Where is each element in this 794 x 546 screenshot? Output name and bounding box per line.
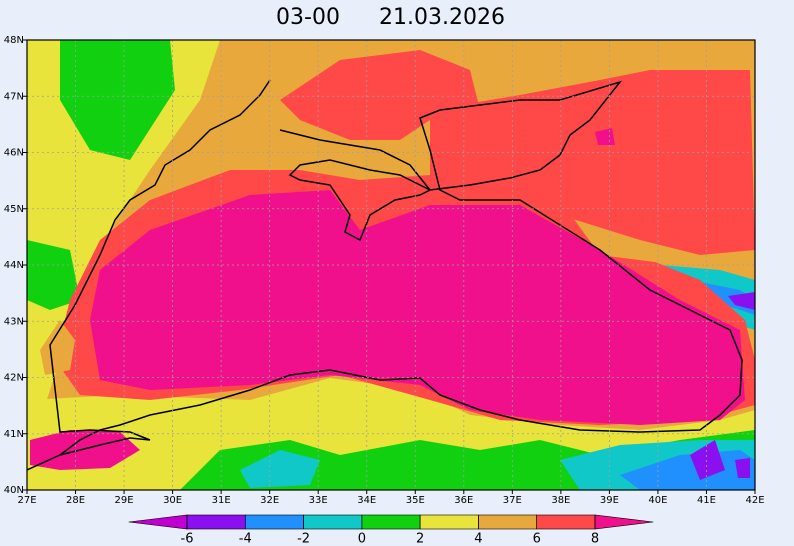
lon-label: 30E (163, 495, 182, 506)
coastline (27, 79, 743, 471)
lon-label: 38E (551, 495, 570, 506)
lat-label: 46N (4, 148, 24, 159)
lon-label: 29E (115, 495, 134, 506)
colorbar-label: 6 (533, 532, 541, 546)
lon-label: 41E (697, 495, 716, 506)
lon-label: 40E (648, 495, 667, 506)
lon-label: 31E (212, 495, 231, 506)
colorbar-label: -4 (239, 532, 252, 546)
field-green-w (27, 240, 80, 310)
lat-label: 40N (4, 485, 24, 496)
colorbar-label: 0 (358, 532, 366, 546)
field-purple-south (690, 440, 750, 480)
title-time: 03-00 (276, 5, 340, 30)
colorbar-bin (186, 514, 246, 530)
lat-label: 47N (4, 91, 24, 102)
field-green-nw (60, 40, 175, 160)
colorbar-bin (244, 514, 304, 530)
colorbar-bin (478, 514, 538, 530)
lat-label: 44N (4, 260, 24, 271)
colorbar-bin (303, 514, 363, 530)
colorbar-label: 2 (416, 532, 424, 546)
colorbar-label: -2 (297, 532, 310, 546)
colorbar-bin (419, 514, 479, 530)
colorbar-bin (536, 514, 596, 530)
lat-label: 43N (4, 316, 24, 327)
field-magenta-azov (595, 128, 615, 145)
lon-label: 42E (745, 495, 764, 506)
lon-label: 34E (357, 495, 376, 506)
colorbar-label: 4 (474, 532, 482, 546)
field-magenta-sea (90, 190, 745, 425)
lat-label: 42N (4, 373, 24, 384)
field (27, 40, 755, 490)
lat-label: 48N (4, 35, 24, 46)
lon-label: 37E (503, 495, 522, 506)
lat-label: 41N (4, 429, 24, 440)
field-magenta-marmara (30, 430, 140, 470)
field-orange-w (40, 320, 75, 375)
title-date: 21.03.2026 (379, 5, 505, 30)
lon-label: 33E (309, 495, 328, 506)
lon-label: 35E (406, 495, 425, 506)
lon-label: 36E (454, 495, 473, 506)
colorbar-label: -6 (181, 532, 194, 546)
lat-label: 45N (4, 204, 24, 215)
map-frame (26, 39, 756, 491)
lon-label: 28E (66, 495, 85, 506)
graticule: 27E 28E 29E 30E 31E 32E 33E 34E 35E 36E 37E 38E 39E 4… (4, 35, 765, 506)
lon-label: 32E (260, 495, 279, 506)
colorbar-bin (361, 514, 421, 530)
lon-label: 39E (600, 495, 619, 506)
colorbar-label: 8 (591, 532, 599, 546)
lon-label: 27E (17, 495, 36, 506)
field-purple-east (728, 292, 755, 310)
colorbar: -6 -4 -2 0 2 4 6 8 (128, 514, 654, 546)
